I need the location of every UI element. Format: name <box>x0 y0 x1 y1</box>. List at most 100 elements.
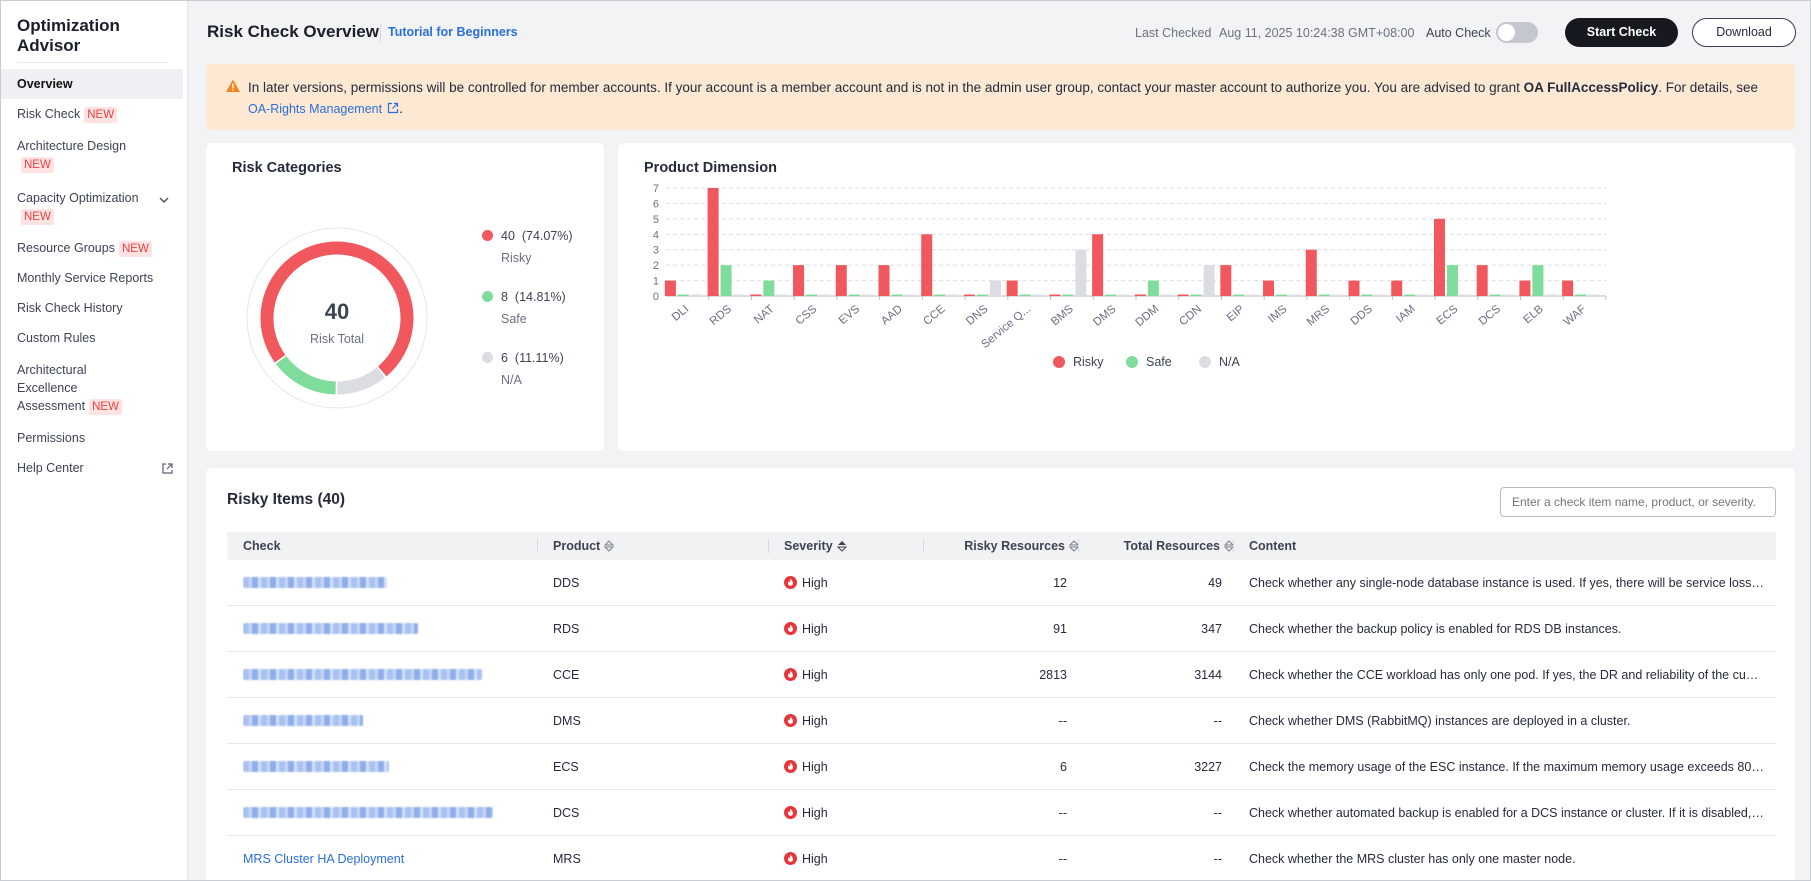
bar-na-dms[interactable] <box>1118 294 1130 297</box>
check-link-redacted[interactable] <box>243 807 493 818</box>
check-link-redacted[interactable] <box>243 669 482 680</box>
sidebar-item-risk-check-history[interactable]: Risk Check History <box>1 293 187 323</box>
bar-risky-serviceq[interactable] <box>1006 280 1018 296</box>
bar-safe-rds[interactable] <box>720 265 732 296</box>
bar-safe-dds[interactable] <box>1361 294 1373 297</box>
bar-risky-eip[interactable] <box>1220 265 1232 296</box>
bar-risky-cdn[interactable] <box>1177 294 1189 297</box>
bar-risky-dcs[interactable] <box>1476 265 1488 296</box>
sidebar-item-custom-rules[interactable]: Custom Rules <box>1 323 187 353</box>
bar-na-ecs[interactable] <box>1459 294 1471 297</box>
bar-safe-serviceq[interactable] <box>1019 294 1031 297</box>
sidebar-item-risk-check[interactable]: Risk Check NEW <box>1 99 187 129</box>
legend-label-risky[interactable]: Risky <box>1073 355 1104 369</box>
bar-na-rds[interactable] <box>733 294 745 297</box>
sort-icon[interactable] <box>604 540 615 552</box>
bar-na-cce[interactable] <box>947 294 959 297</box>
bar-na-ddm[interactable] <box>1160 294 1172 297</box>
bar-safe-mrs[interactable] <box>1318 294 1330 297</box>
bar-na-css[interactable] <box>819 294 831 297</box>
search-input[interactable] <box>1500 487 1776 517</box>
sidebar-item-capacity-optimization[interactable]: Capacity Optimization NEW <box>1 181 187 233</box>
bar-safe-ims[interactable] <box>1276 294 1288 297</box>
bar-safe-css[interactable] <box>806 294 818 297</box>
sidebar-item-help-center[interactable]: Help Center <box>1 453 187 483</box>
sidebar-item-permissions[interactable]: Permissions <box>1 423 187 453</box>
bar-na-cdn[interactable] <box>1203 265 1215 296</box>
table-row[interactable]: ECS High 6 3227 Check the memory usage of th… <box>227 744 1776 790</box>
bar-na-iam[interactable] <box>1417 294 1429 297</box>
donut-segment-na[interactable] <box>337 367 386 395</box>
bar-safe-dcs[interactable] <box>1489 294 1501 297</box>
bar-safe-cce[interactable] <box>934 294 946 297</box>
bar-safe-evs[interactable] <box>848 294 860 297</box>
bar-safe-dns[interactable] <box>976 294 988 297</box>
col-severity[interactable]: Severity <box>784 532 847 560</box>
bar-safe-dms[interactable] <box>1105 294 1117 297</box>
bar-risky-ims[interactable] <box>1263 280 1275 296</box>
oa-rights-management-link[interactable]: OA-Rights Management <box>248 102 383 116</box>
bar-risky-nat[interactable] <box>750 294 762 297</box>
col-risky-resources[interactable]: Risky Resources <box>939 532 1079 560</box>
check-link-redacted[interactable] <box>243 577 387 588</box>
sort-icon[interactable] <box>1224 540 1234 552</box>
bar-na-serviceq[interactable] <box>1032 294 1044 297</box>
bar-risky-dli[interactable] <box>664 280 676 296</box>
donut-segment-risky[interactable] <box>260 241 414 377</box>
sort-icon[interactable] <box>1069 540 1079 552</box>
table-row[interactable]: RDS High 91 347 Check whether the backup pol… <box>227 606 1776 652</box>
bar-risky-css[interactable] <box>793 265 805 296</box>
download-button[interactable]: Download <box>1692 18 1796 47</box>
chevron-down-icon[interactable] <box>157 193 171 207</box>
bar-risky-ddm[interactable] <box>1134 294 1146 297</box>
check-link-redacted[interactable] <box>243 623 418 634</box>
sidebar-item-architectural-excellence-assessment[interactable]: Architectural Excellence Assessment NEW <box>1 353 161 423</box>
legend-label-safe[interactable]: Safe <box>1146 355 1172 369</box>
check-link-redacted[interactable] <box>243 761 389 772</box>
col-product[interactable]: Product <box>553 532 615 560</box>
bar-safe-aad[interactable] <box>891 294 903 297</box>
bar-na-ims[interactable] <box>1289 294 1301 297</box>
table-row[interactable]: MRS Cluster HA Deployment MRS High -- -- Chec… <box>227 836 1776 880</box>
sort-desc-icon[interactable] <box>836 540 847 552</box>
bar-safe-dli[interactable] <box>677 294 689 297</box>
bar-risky-rds[interactable] <box>707 188 719 296</box>
bar-na-waf[interactable] <box>1588 294 1600 297</box>
bar-na-dds[interactable] <box>1374 294 1386 297</box>
start-check-button[interactable]: Start Check <box>1565 18 1678 47</box>
bar-risky-bms[interactable] <box>1049 294 1061 297</box>
bar-risky-aad[interactable] <box>878 265 890 296</box>
bar-risky-evs[interactable] <box>835 265 847 296</box>
check-link-redacted[interactable] <box>243 715 363 726</box>
bar-safe-eip[interactable] <box>1233 294 1245 297</box>
bar-na-nat[interactable] <box>776 294 788 297</box>
legend-dot-na[interactable] <box>1199 356 1211 368</box>
bar-safe-waf[interactable] <box>1575 294 1587 297</box>
bar-risky-mrs[interactable] <box>1305 249 1317 296</box>
table-row[interactable]: DCS High -- -- Check whether automated backu… <box>227 790 1776 836</box>
table-row[interactable]: CCE High 2813 3144 Check whether the CCE wor… <box>227 652 1776 698</box>
check-link[interactable]: MRS Cluster HA Deployment <box>243 852 405 866</box>
auto-check-toggle[interactable] <box>1496 22 1538 43</box>
legend-dot-safe[interactable] <box>1126 356 1138 368</box>
sidebar-item-monthly-service-reports[interactable]: Monthly Service Reports <box>1 263 187 293</box>
legend-dot-risky[interactable] <box>1053 356 1065 368</box>
sidebar-item-overview[interactable]: Overview <box>1 69 183 99</box>
bar-risky-dms[interactable] <box>1092 234 1104 296</box>
bar-risky-dns[interactable] <box>963 294 975 297</box>
bar-risky-cce[interactable] <box>921 234 933 296</box>
external-link-icon[interactable] <box>387 102 399 114</box>
bar-risky-elb[interactable] <box>1519 280 1531 296</box>
table-row[interactable]: DDS High 12 49 Check whether any single-node… <box>227 560 1776 606</box>
bar-risky-dds[interactable] <box>1348 280 1360 296</box>
donut-segment-safe[interactable] <box>275 355 337 395</box>
bar-risky-waf[interactable] <box>1562 280 1574 296</box>
bar-safe-nat[interactable] <box>763 280 775 296</box>
bar-risky-iam[interactable] <box>1391 280 1403 296</box>
bar-safe-bms[interactable] <box>1062 294 1074 297</box>
bar-na-aad[interactable] <box>904 294 916 297</box>
bar-na-elb[interactable] <box>1545 294 1557 297</box>
sidebar-item-resource-groups[interactable]: Resource Groups NEW <box>1 233 187 263</box>
bar-na-bms[interactable] <box>1075 249 1087 296</box>
bar-safe-elb[interactable] <box>1532 265 1544 296</box>
